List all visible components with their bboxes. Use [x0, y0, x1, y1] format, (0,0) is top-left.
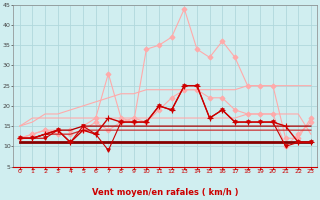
X-axis label: Vent moyen/en rafales ( km/h ): Vent moyen/en rafales ( km/h ): [92, 188, 239, 197]
